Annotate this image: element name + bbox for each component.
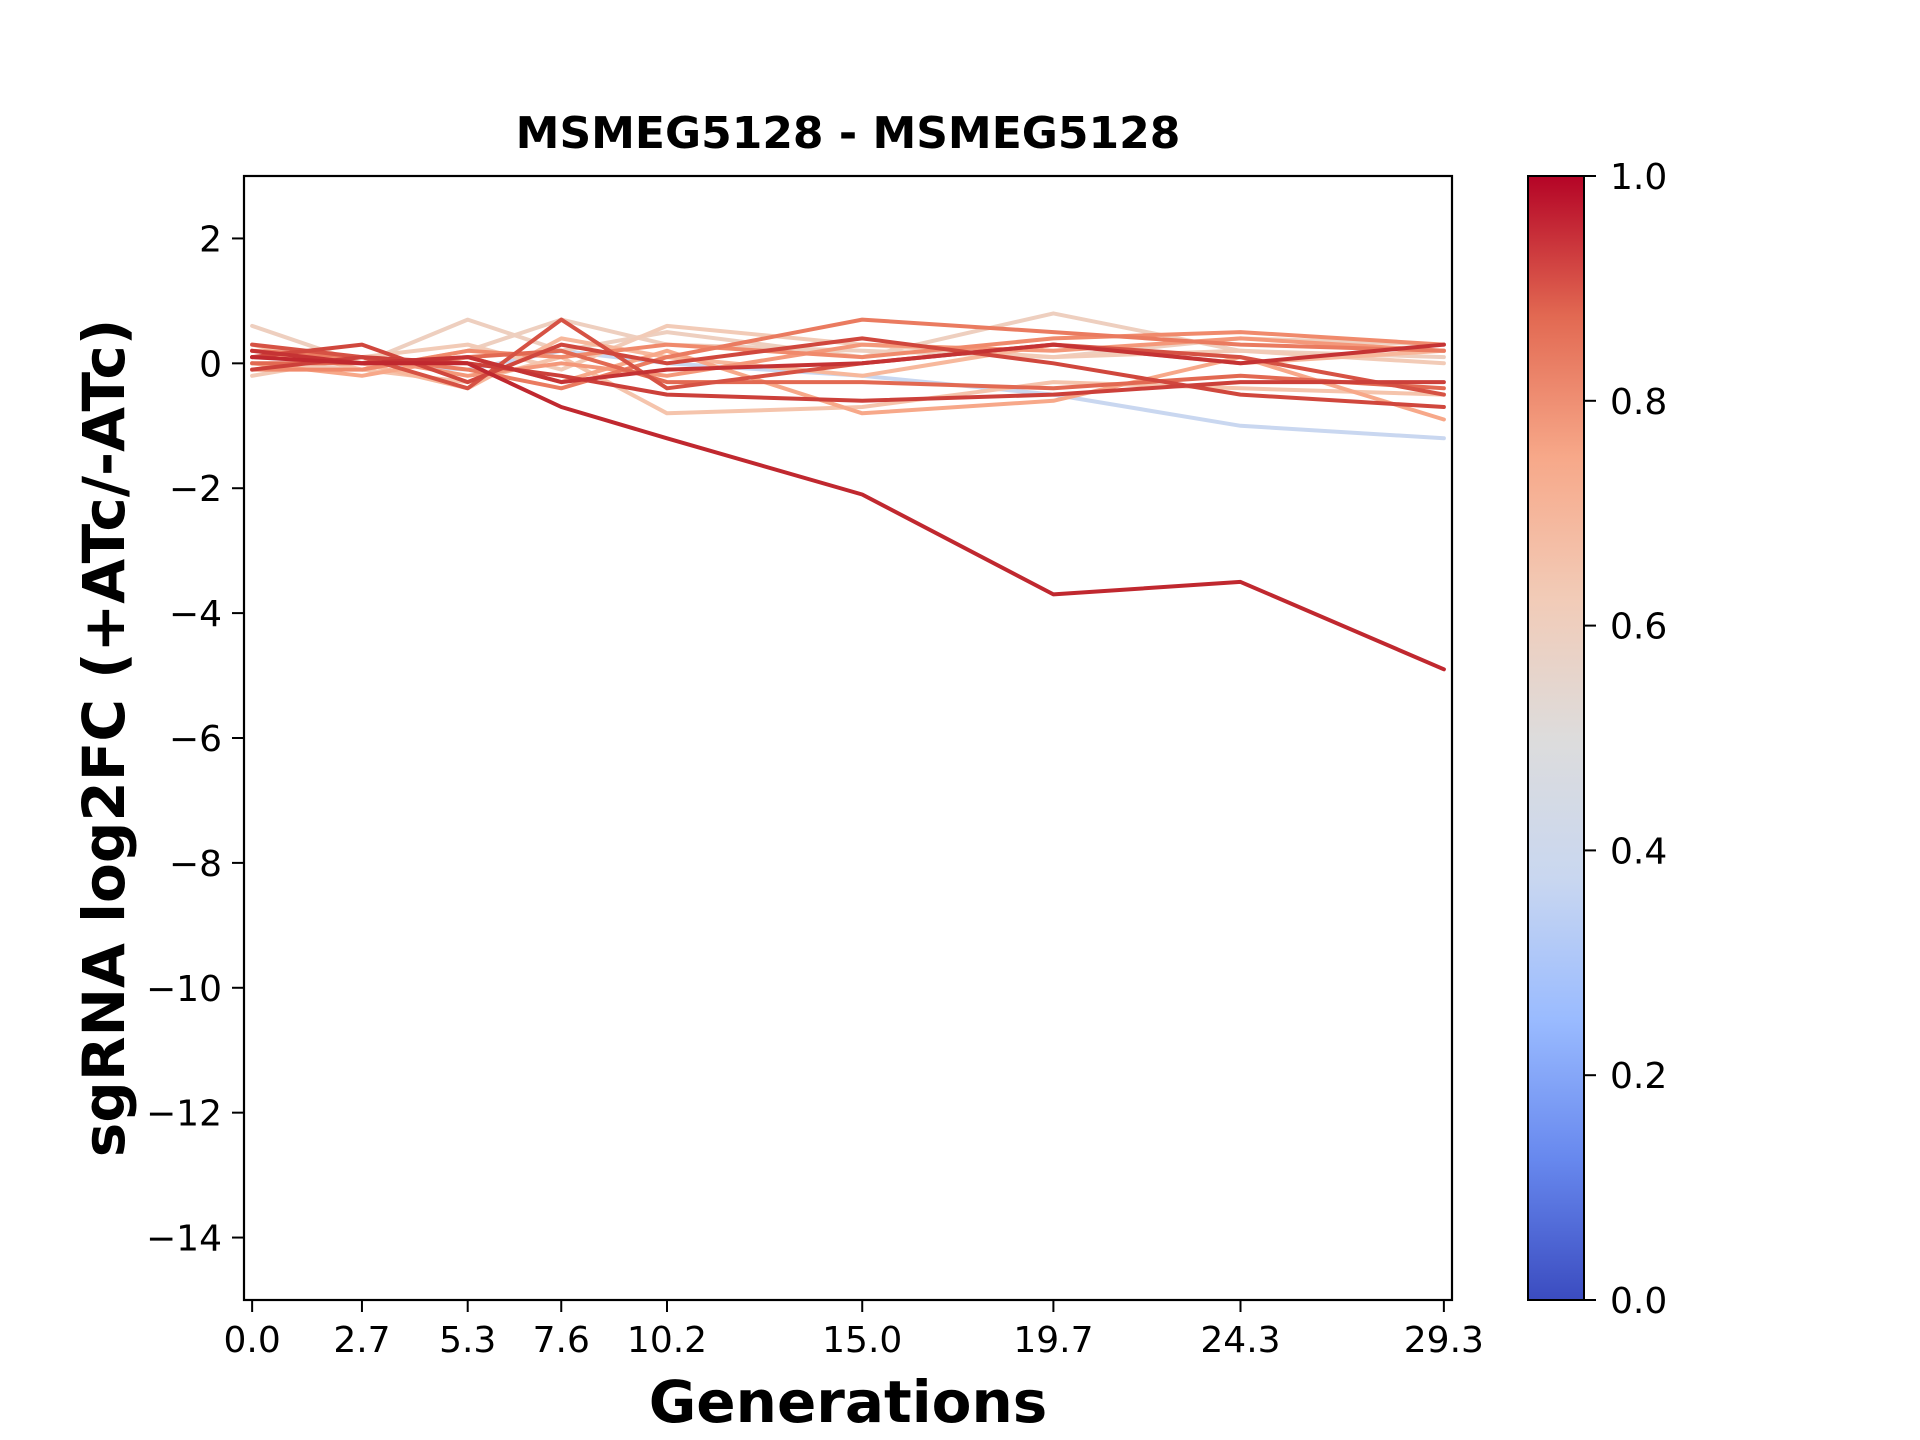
x-tick-label: 19.7 [1013, 1320, 1093, 1361]
y-tick-label: −4 [169, 594, 222, 635]
x-tick-label: 15.0 [822, 1320, 902, 1361]
x-tick-label: 10.2 [627, 1320, 707, 1361]
y-axis: 2 0 −2 −4 −6 −8 −10 −12 −14 [146, 219, 244, 1260]
colorbar-tick-label: 0.8 [1610, 382, 1667, 423]
y-tick-label: −6 [169, 719, 222, 760]
x-tick-label: 2.7 [333, 1320, 390, 1361]
y-axis-label: sgRNA log2FC (+ATc/-ATc) [70, 319, 138, 1157]
colorbar-ticks: 0.0 0.2 0.4 0.6 0.8 1.0 [1584, 157, 1667, 1322]
y-tick-label: −10 [146, 969, 222, 1010]
colorbar: 0.0 0.2 0.4 0.6 0.8 1.0 [1527, 157, 1667, 1322]
x-tick-label: 5.3 [439, 1320, 496, 1361]
x-tick-label: 7.6 [533, 1320, 590, 1361]
series-line-16 [250, 355, 1446, 672]
colorbar-tick-label: 0.0 [1610, 1281, 1667, 1322]
y-tick-label: −12 [146, 1094, 222, 1135]
y-tick-label: −2 [169, 469, 222, 510]
colorbar-gradient [1527, 175, 1585, 1301]
x-axis-label: Generations [649, 1368, 1048, 1436]
y-tick-label: 2 [199, 219, 222, 260]
chart-title: MSMEG5128 - MSMEG5128 [516, 108, 1181, 159]
y-tick-label: 0 [199, 344, 222, 385]
colorbar-tick-label: 1.0 [1610, 157, 1667, 198]
series-line-15 [250, 342, 1446, 385]
x-tick-label: 29.3 [1404, 1320, 1484, 1361]
y-tick-label: −8 [169, 844, 222, 885]
colorbar-tick-label: 0.4 [1610, 831, 1667, 872]
series-layer [250, 311, 1446, 672]
x-tick-label: 24.3 [1200, 1320, 1280, 1361]
series-line-13 [250, 336, 1446, 409]
colorbar-tick-label: 0.6 [1610, 607, 1667, 648]
x-axis: 0.0 2.7 5.3 7.6 10.2 15.0 19.7 24.3 29.3 [224, 1300, 1484, 1361]
series-line-2 [250, 311, 1446, 366]
colorbar-tick-label: 0.2 [1610, 1056, 1667, 1097]
series-line-12 [250, 317, 1446, 397]
x-tick-label: 0.0 [224, 1320, 281, 1361]
series-line-14 [250, 355, 1446, 403]
y-tick-label: −14 [146, 1219, 222, 1260]
